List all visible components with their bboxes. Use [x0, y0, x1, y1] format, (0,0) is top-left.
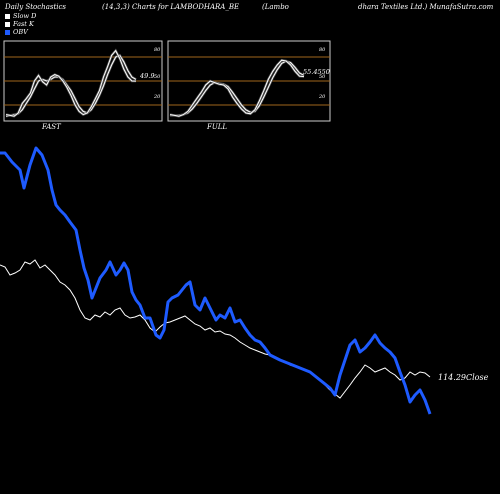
legend-swatch-fast-k	[5, 21, 10, 27]
panel-full-ytick-50: 50	[319, 74, 326, 80]
panel-fast-title: FAST	[42, 123, 61, 131]
panel-full-value-label: 55.4550	[303, 68, 330, 76]
chart-header-title: (14,3,3) Charts for LAMBODHARA_BE	[102, 3, 240, 11]
legend-label-obv: OBV	[13, 28, 28, 36]
close-price-line	[0, 259, 431, 399]
chart-header-company-b: dhara Textiles Ltd.) MunafaSutra.com	[358, 3, 494, 11]
legend-label-slow-d: Slow D	[13, 12, 37, 20]
legend-swatch-obv	[5, 29, 10, 35]
panel-full-slow-d-line	[170, 60, 305, 116]
panel-full-title: FULL	[207, 123, 228, 131]
panel-fast-value-label: 49.9	[140, 72, 155, 80]
chart-header-left: Daily Stochastics	[5, 3, 67, 11]
chart-header-company-a: (Lambo	[262, 3, 289, 11]
legend-label-fast-k: Fast K	[13, 20, 34, 28]
panel-fast-ytick-20: 20	[154, 94, 161, 100]
panel-fast-fast-k-line	[5, 49, 137, 117]
panel-full-fast-k-line	[169, 59, 305, 117]
footer-bar	[0, 494, 500, 500]
panel-fast-ytick-80: 80	[154, 47, 161, 53]
obv-line	[0, 146, 432, 415]
legend-swatch-slow-d	[5, 13, 10, 19]
panel-fast-slow-d-line	[5, 54, 137, 117]
close-price-label: 114.29Close	[438, 373, 489, 382]
panel-fast-ytick-50: 50	[154, 74, 161, 80]
panel-full-ytick-20: 20	[319, 94, 326, 100]
legend-item-obv: OBV	[5, 28, 28, 36]
legend-item-slow-d: Slow D	[5, 12, 36, 20]
panel-full-ytick-80: 80	[319, 47, 326, 53]
legend-item-fast-k: Fast K	[5, 20, 34, 28]
